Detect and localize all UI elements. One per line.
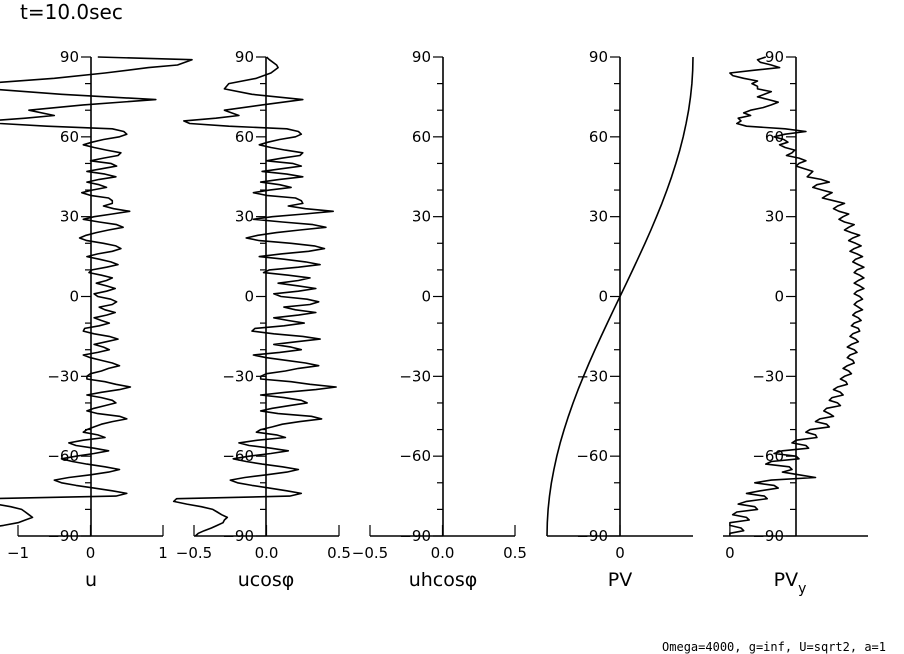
x-tick-label-ucos: 0.0 (255, 544, 279, 562)
y-tick-label-pvy: 0 (774, 288, 784, 306)
y-tick-label-pv: −90 (576, 527, 608, 545)
axis-title-text-uhcos: uhcosφ (409, 569, 478, 591)
panels-group: 90 60 30 0 −30 −60 −90 −1 0 1 u 90 60 30 0 −30 −60 −90 −0.… (0, 48, 868, 597)
y-tick-label-ucos: −90 (222, 527, 254, 545)
y-tick-label-pv: 60 (589, 128, 608, 146)
y-tick-label-pv: 0 (598, 288, 608, 306)
y-tick-label-pvy: −90 (752, 527, 784, 545)
series-line-ucos (172, 56, 337, 537)
y-tick-label-uhcos: 90 (412, 48, 431, 66)
x-tick-label-u: −1 (7, 544, 29, 562)
y-tick-label-u: 60 (60, 128, 79, 146)
y-tick-label-ucos: 30 (235, 208, 254, 226)
y-tick-label-uhcos: −30 (399, 367, 431, 385)
y-tick-label-u: 0 (69, 288, 79, 306)
y-tick-label-uhcos: 30 (412, 208, 431, 226)
series-line-pv (546, 56, 694, 537)
x-tick-label-pv: 0 (615, 544, 625, 562)
y-tick-label-pv: 30 (589, 208, 608, 226)
axis-title-subscript-pvy: y (798, 581, 806, 597)
axis-title-ucos: ucosφ (238, 569, 295, 591)
y-tick-label-uhcos: 0 (421, 288, 431, 306)
y-tick-label-pv: 90 (589, 48, 608, 66)
y-tick-label-pv: −60 (576, 447, 608, 465)
x-tick-label-u: 1 (158, 544, 168, 562)
x-tick-label-pvy: 0 (725, 544, 735, 562)
y-tick-label-uhcos: −60 (399, 447, 431, 465)
x-tick-label-uhcos: 0.0 (431, 544, 455, 562)
axis-title-text-u: u (85, 569, 97, 591)
y-tick-label-u: 90 (60, 48, 79, 66)
axis-title-u: u (85, 569, 97, 591)
axis-title-pv: PV (608, 569, 632, 591)
y-tick-label-uhcos: 60 (412, 128, 431, 146)
panel-uhcos: 90 60 30 0 −30 −60 −90 −0.5 0.0 0.5 uhcosφ (352, 48, 527, 591)
axis-title-text-ucos: ucosφ (238, 569, 295, 591)
axis-title-pvy: PVy (774, 569, 807, 597)
x-tick-label-u: 0 (86, 544, 96, 562)
axis-title-uhcos: uhcosφ (409, 569, 478, 591)
y-tick-label-pvy: 90 (765, 48, 784, 66)
x-tick-label-ucos: 0.5 (327, 544, 351, 562)
y-tick-label-pvy: 30 (765, 208, 784, 226)
y-tick-label-ucos: 90 (235, 48, 254, 66)
parameters-label: Omega=4000, g=inf, U=sqrt2, a=1 (662, 640, 886, 654)
axis-title-text-pv: PV (608, 569, 632, 591)
panel-pv: 90 60 30 0 −30 −60 −90 0 PV (546, 48, 694, 591)
x-tick-label-ucos: −0.5 (176, 544, 212, 562)
axis-title-text-pvy: PV (774, 569, 798, 591)
y-tick-label-ucos: 60 (235, 128, 254, 146)
y-tick-label-u: 30 (60, 208, 79, 226)
y-tick-label-u: −30 (47, 367, 79, 385)
series-line-u (0, 56, 193, 527)
y-tick-label-u: −90 (47, 527, 79, 545)
y-tick-label-pvy: −30 (752, 367, 784, 385)
y-tick-label-ucos: −30 (222, 367, 254, 385)
time-label: t=10.0sec (20, 0, 123, 24)
series-line-pvy (729, 56, 865, 536)
x-tick-label-uhcos: 0.5 (503, 544, 527, 562)
y-tick-label-pv: −30 (576, 367, 608, 385)
x-tick-label-uhcos: −0.5 (352, 544, 388, 562)
y-tick-label-ucos: 0 (244, 288, 254, 306)
y-tick-label-uhcos: −90 (399, 527, 431, 545)
